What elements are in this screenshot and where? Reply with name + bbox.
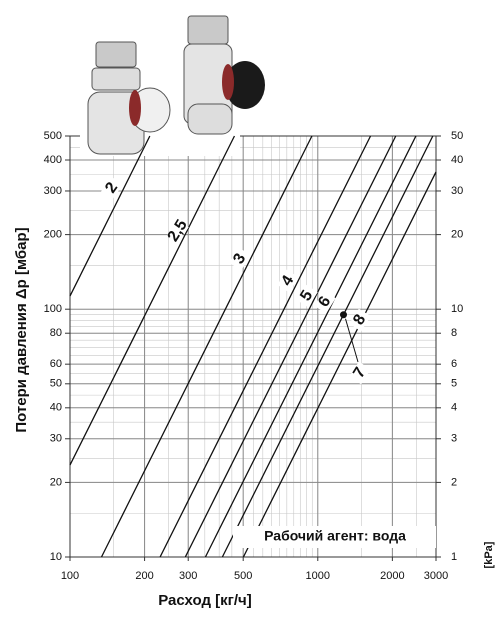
curve <box>69 135 151 297</box>
y2-axis-title: [kPa] <box>483 541 495 568</box>
curve-label-bg <box>296 284 318 308</box>
curve-label-bg <box>277 269 299 293</box>
curve <box>221 135 434 558</box>
annotation-bg <box>233 526 436 548</box>
curve <box>100 135 313 558</box>
y-tick-label: 400 <box>44 154 62 166</box>
valve-body <box>187 103 233 135</box>
curve <box>242 171 437 558</box>
y2-tick-label: 6 <box>451 358 457 370</box>
valve-body <box>187 15 229 45</box>
y2-tick-label: 50 <box>451 130 463 142</box>
y-tick-label: 30 <box>50 433 62 445</box>
curve <box>159 135 372 558</box>
y2-tick-label: 4 <box>451 402 457 414</box>
y2-tick-label: 1 <box>451 551 457 563</box>
curve-label-bg <box>229 247 251 271</box>
y-tick-label: 80 <box>50 327 62 339</box>
y2-tick-label: 2 <box>451 476 457 488</box>
curve <box>184 135 397 558</box>
y2-tick-label: 8 <box>451 327 457 339</box>
y-tick-label: 60 <box>50 358 62 370</box>
y-tick-label: 20 <box>50 476 62 488</box>
curve-label-bg <box>349 308 371 332</box>
y-tick-label: 40 <box>50 402 62 414</box>
y2-tick-label: 3 <box>451 433 457 445</box>
y-axis-title: Потери давления Δp [мбар] <box>13 227 30 432</box>
y-tick-label: 300 <box>44 185 62 197</box>
x-tick-label: 500 <box>234 570 252 582</box>
y-tick-label: 100 <box>44 303 62 315</box>
curve-label-bg <box>167 219 189 243</box>
y2-tick-label: 10 <box>451 303 463 315</box>
x-tick-label: 1000 <box>306 570 330 582</box>
curve-label-bg <box>314 290 336 314</box>
x-axis-title: Расход [кг/ч] <box>158 592 252 609</box>
y-tick-label: 500 <box>44 130 62 142</box>
y2-tick-label: 20 <box>451 229 463 241</box>
y2-tick-label: 5 <box>451 378 457 390</box>
y-tick-label: 50 <box>50 378 62 390</box>
curve <box>69 135 236 466</box>
y2-tick-label: 30 <box>451 185 463 197</box>
x-tick-label: 2000 <box>380 570 404 582</box>
plot-frame <box>69 135 437 558</box>
valve-ring <box>129 90 141 126</box>
x-tick-label: 3000 <box>424 570 448 582</box>
valve-body <box>91 67 141 91</box>
x-tick-label: 100 <box>61 570 79 582</box>
x-tick-label: 300 <box>179 570 197 582</box>
operating-point <box>339 311 347 319</box>
curve-label-bg <box>349 361 371 385</box>
curve <box>204 135 417 558</box>
valve-ring <box>222 64 234 100</box>
valve-illustrations <box>80 15 265 156</box>
annotation: Рабочий агент: вода <box>264 528 406 544</box>
x-tick-label: 200 <box>135 570 153 582</box>
grid <box>69 135 437 558</box>
valve-body <box>95 41 137 68</box>
leader-line <box>345 318 359 363</box>
y-tick-label: 10 <box>50 551 62 563</box>
y-tick-label: 200 <box>44 229 62 241</box>
y2-tick-label: 40 <box>451 154 463 166</box>
curve-label-bg <box>101 176 123 200</box>
valve-knob <box>225 61 265 109</box>
